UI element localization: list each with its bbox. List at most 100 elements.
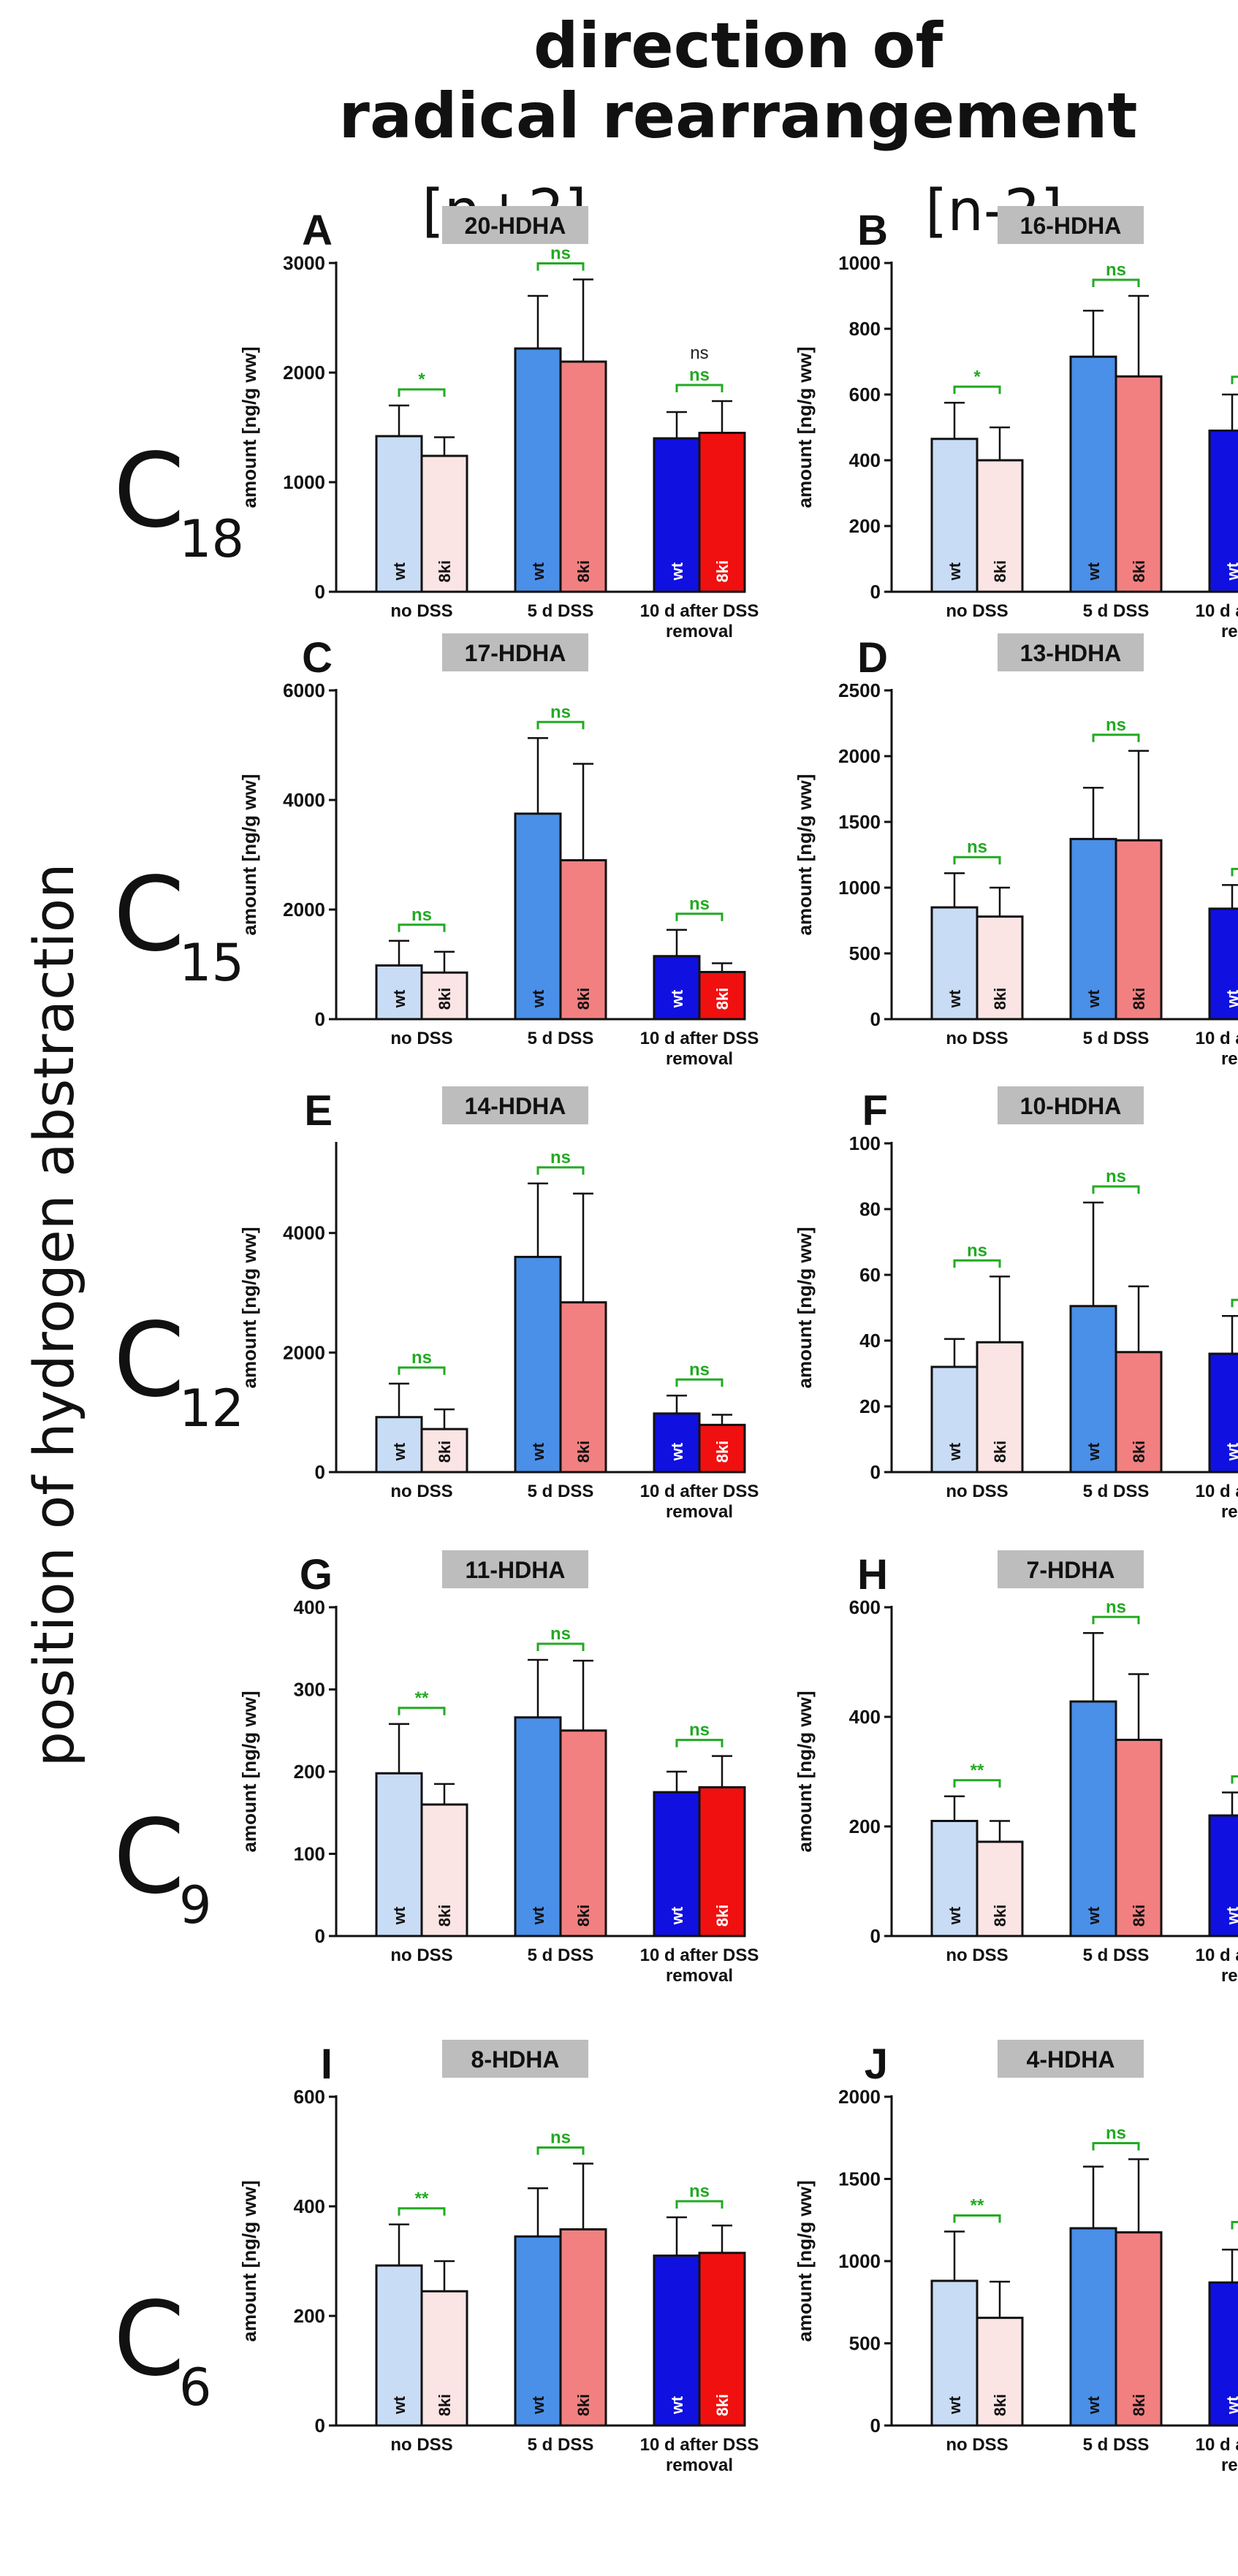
bar-label: 8ki bbox=[574, 1905, 593, 1927]
panel-letter: B bbox=[857, 207, 888, 254]
significance-bracket bbox=[675, 1739, 724, 1748]
row-label-c: C bbox=[113, 432, 185, 551]
bar-8ki-2 bbox=[559, 1729, 607, 1937]
row-label-c12: C 12 bbox=[113, 1301, 244, 1438]
panel-title: 14-HDHA bbox=[465, 1093, 566, 1119]
y-tick-label: 0 bbox=[315, 2415, 325, 2436]
bar-wt-1 bbox=[375, 2264, 423, 2427]
chart-panel-b: B 16-HDHA amount [ng/g ww] 0 200 400 600 800 100… bbox=[794, 206, 1238, 641]
significance-label: ns bbox=[689, 365, 710, 385]
y-tick-label: 600 bbox=[849, 384, 881, 405]
bar-wt-3 bbox=[653, 1791, 701, 1937]
bar-label: 8ki bbox=[713, 560, 732, 583]
bar-wt-2 bbox=[514, 347, 562, 593]
bar-wt-2 bbox=[1069, 2227, 1117, 2427]
bar-8ki-3 bbox=[698, 1786, 746, 1937]
significance-bracket bbox=[953, 385, 1001, 395]
y-axis-label: amount [ng/g ww] bbox=[794, 774, 816, 936]
significance-bracket bbox=[398, 2207, 446, 2216]
y-tick-label: 2000 bbox=[838, 745, 881, 767]
significance-label: ** bbox=[971, 1761, 984, 1780]
y-tick-label: 0 bbox=[315, 581, 325, 603]
category-label: 5 d DSS bbox=[528, 1029, 594, 1048]
significance-bracket bbox=[1231, 376, 1238, 384]
category-label-line2: removal bbox=[1221, 1966, 1238, 1986]
bar-label: 8ki bbox=[991, 988, 1009, 1010]
y-tick-label: 400 bbox=[294, 2195, 325, 2217]
significance-bracket bbox=[953, 2214, 1001, 2223]
row-label-c9: C 9 bbox=[113, 1798, 212, 1935]
chart-panel-e: E 14-HDHA amount [ng/g ww] 0 2000 4000 wt 8ki no… bbox=[238, 1086, 759, 1522]
bar-label: 8ki bbox=[436, 1905, 454, 1927]
category-label: no DSS bbox=[390, 1482, 452, 1501]
y-tick-label: 100 bbox=[849, 1132, 881, 1154]
bar-label: wt bbox=[668, 2396, 686, 2415]
significance-bracket bbox=[675, 912, 724, 921]
significance-bracket bbox=[1092, 278, 1140, 287]
bar-label: wt bbox=[1085, 562, 1103, 581]
y-tick-label: 4000 bbox=[283, 789, 325, 811]
y-tick-label: 6000 bbox=[283, 679, 325, 701]
category-label-line2: removal bbox=[1221, 1049, 1238, 1069]
y-tick-label: 400 bbox=[849, 449, 881, 471]
significance-label: ns bbox=[1106, 715, 1126, 735]
significance-label: ns bbox=[550, 1624, 571, 1644]
y-tick-label: 1500 bbox=[838, 811, 881, 833]
y-tick-label: 60 bbox=[859, 1264, 881, 1286]
bar-8ki-2 bbox=[1114, 839, 1163, 1021]
row-label-sub: 12 bbox=[179, 1379, 244, 1438]
row-label-c: C bbox=[113, 856, 185, 975]
bar-8ki-2 bbox=[1114, 1351, 1163, 1474]
row-label-c: C bbox=[113, 2280, 185, 2399]
significance-label: ns bbox=[411, 905, 432, 925]
bar-label: 8ki bbox=[713, 1905, 732, 1927]
panel-title-box bbox=[442, 633, 588, 671]
category-label-line2: removal bbox=[666, 1966, 733, 1986]
significance-label: ns bbox=[1106, 2124, 1126, 2144]
y-tick-label: 400 bbox=[849, 1706, 881, 1728]
significance-label: ns bbox=[689, 2181, 710, 2201]
significance-bracket bbox=[953, 856, 1001, 865]
row-label-c15: C 15 bbox=[113, 856, 244, 993]
y-axis-label: amount [ng/g ww] bbox=[238, 347, 260, 508]
row-label-sub: 6 bbox=[179, 2358, 212, 2417]
bar-wt-1 bbox=[930, 906, 979, 1021]
bar-8ki-1 bbox=[420, 454, 468, 593]
category-label-line1: 10 d after DSS bbox=[640, 601, 759, 621]
bar-8ki-1 bbox=[420, 1803, 468, 1937]
category-label-line1: 10 d after DSS bbox=[640, 1029, 759, 1048]
panel-title-box bbox=[998, 206, 1144, 244]
category-label-line1: 10 d after DSS bbox=[640, 2435, 759, 2455]
category-label-line1: 10 d after DSS bbox=[1196, 601, 1238, 621]
bar-label: wt bbox=[946, 989, 964, 1008]
row-label-c6: C 6 bbox=[113, 2280, 212, 2417]
category-label-line2: removal bbox=[666, 1049, 733, 1069]
chart-panel-f: F 10-HDHA amount [ng/g ww] 0 20 40 60 80 100 wt 8k… bbox=[794, 1086, 1238, 1522]
y-tick-label: 2000 bbox=[838, 2086, 881, 2108]
category-label-line2: removal bbox=[1221, 1502, 1238, 1522]
category-label-line1: 10 d after DSS bbox=[1196, 2435, 1238, 2455]
category-label-line1: 10 d after DSS bbox=[1196, 1946, 1238, 1965]
y-axis-label: amount [ng/g ww] bbox=[794, 2181, 816, 2342]
bar-label: wt bbox=[1223, 1906, 1238, 1925]
bar-label: 8ki bbox=[1130, 560, 1148, 583]
chart-panel-i: I 8-HDHA amount [ng/g ww] 0 200 400 600 wt 8ki no… bbox=[238, 2040, 759, 2475]
bar-label: wt bbox=[390, 1906, 409, 1925]
significance-bracket bbox=[536, 720, 585, 730]
significance-label: ns bbox=[411, 1348, 432, 1368]
bar-label: wt bbox=[1085, 989, 1103, 1008]
bar-8ki-1 bbox=[976, 2317, 1024, 2427]
significance-bracket bbox=[1231, 1298, 1238, 1308]
significance-label: ns bbox=[1106, 260, 1126, 280]
bar-label: 8ki bbox=[713, 1441, 732, 1463]
bar-label: 8ki bbox=[574, 2394, 593, 2417]
significance-label: ns bbox=[689, 1360, 710, 1379]
bar-wt-1 bbox=[375, 1772, 423, 1937]
bar-label: 8ki bbox=[991, 2394, 1009, 2417]
bar-wt-3 bbox=[653, 437, 701, 593]
bar-label: 8ki bbox=[991, 1905, 1009, 1927]
category-label: no DSS bbox=[390, 601, 452, 621]
y-tick-label: 200 bbox=[849, 515, 881, 537]
bar-wt-1 bbox=[375, 435, 423, 593]
bar-label: 8ki bbox=[574, 560, 593, 583]
